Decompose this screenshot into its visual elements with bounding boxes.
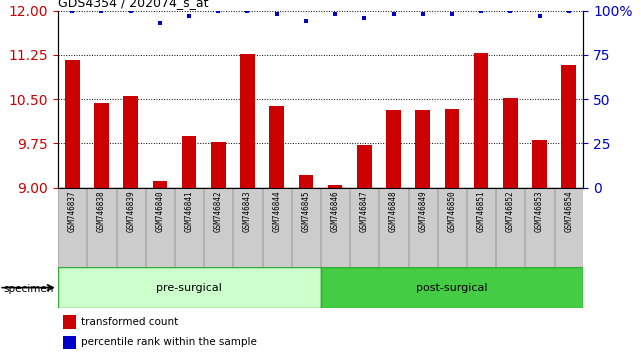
Point (154, 20, 165, 26)
Point (447, 11, 457, 17)
Point (476, 8, 487, 13)
Bar (65, 59, 79, 188)
Point (242, 8, 253, 13)
Text: GSM746851: GSM746851 (477, 190, 486, 232)
Bar (124, 96, 138, 188)
Bar (94, 103, 109, 188)
Text: GSM746854: GSM746854 (564, 190, 573, 232)
Text: GSM746843: GSM746843 (243, 190, 252, 232)
Text: GSM746847: GSM746847 (360, 190, 369, 232)
Text: GSM746852: GSM746852 (506, 190, 515, 232)
Bar (240, 54, 255, 188)
Point (96, 8, 106, 13)
Text: GSM746845: GSM746845 (301, 190, 310, 232)
Bar (211, 142, 226, 188)
FancyBboxPatch shape (321, 188, 349, 267)
FancyBboxPatch shape (175, 188, 203, 267)
Point (213, 8, 224, 13)
Point (359, 15, 369, 21)
FancyBboxPatch shape (438, 188, 466, 267)
Text: GSM746840: GSM746840 (155, 190, 164, 232)
Point (301, 18, 311, 24)
Text: GSM746842: GSM746842 (214, 190, 223, 232)
Bar (357, 144, 372, 188)
Bar (153, 181, 167, 188)
Bar (562, 65, 576, 188)
Point (330, 11, 340, 17)
FancyBboxPatch shape (58, 188, 87, 267)
Text: GSM746839: GSM746839 (126, 190, 135, 232)
FancyBboxPatch shape (87, 188, 115, 267)
Bar (63, 336, 76, 349)
FancyBboxPatch shape (58, 267, 320, 308)
FancyBboxPatch shape (496, 188, 524, 267)
Text: specimen: specimen (3, 284, 54, 293)
Point (535, 13, 545, 19)
Point (67, 8, 78, 13)
Text: GDS4354 / 202074_s_at: GDS4354 / 202074_s_at (58, 0, 208, 10)
Text: GSM746846: GSM746846 (331, 190, 340, 232)
Text: GSM746838: GSM746838 (97, 190, 106, 232)
FancyBboxPatch shape (350, 188, 378, 267)
Point (505, 8, 515, 13)
Bar (269, 106, 284, 188)
Bar (474, 53, 488, 188)
FancyBboxPatch shape (292, 188, 320, 267)
FancyBboxPatch shape (320, 267, 583, 308)
Text: GSM746844: GSM746844 (272, 190, 281, 232)
FancyBboxPatch shape (554, 188, 583, 267)
FancyBboxPatch shape (263, 188, 291, 267)
Bar (445, 109, 459, 188)
Bar (387, 110, 401, 188)
Bar (503, 98, 518, 188)
FancyBboxPatch shape (409, 188, 437, 267)
Point (126, 8, 136, 13)
FancyBboxPatch shape (233, 188, 262, 267)
Point (417, 11, 428, 17)
FancyBboxPatch shape (117, 188, 145, 267)
Point (272, 11, 282, 17)
Text: GSM746848: GSM746848 (389, 190, 398, 232)
FancyBboxPatch shape (204, 188, 232, 267)
Bar (182, 136, 196, 188)
FancyBboxPatch shape (467, 188, 495, 267)
Bar (328, 185, 342, 188)
Bar (63, 315, 76, 329)
Text: GSM746849: GSM746849 (418, 190, 427, 232)
Text: post-surgical: post-surgical (416, 282, 488, 293)
FancyBboxPatch shape (146, 188, 174, 267)
Bar (532, 141, 547, 188)
Text: GSM746841: GSM746841 (185, 190, 194, 232)
Text: GSM746850: GSM746850 (447, 190, 456, 232)
Text: transformed count: transformed count (81, 317, 179, 327)
FancyBboxPatch shape (526, 188, 554, 267)
Point (388, 11, 399, 17)
Text: pre-surgical: pre-surgical (156, 282, 222, 293)
Point (563, 8, 574, 13)
FancyBboxPatch shape (379, 188, 408, 267)
Point (184, 13, 194, 19)
Text: GSM746837: GSM746837 (68, 190, 77, 232)
Bar (415, 110, 430, 188)
Bar (299, 175, 313, 188)
Text: percentile rank within the sample: percentile rank within the sample (81, 337, 257, 348)
Text: GSM746853: GSM746853 (535, 190, 544, 232)
